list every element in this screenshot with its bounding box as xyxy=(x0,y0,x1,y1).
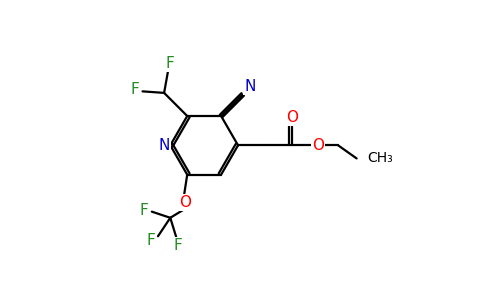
Text: O: O xyxy=(312,138,324,153)
Text: N: N xyxy=(158,138,170,153)
Text: O: O xyxy=(179,195,191,210)
Text: F: F xyxy=(165,56,174,71)
Text: CH₃: CH₃ xyxy=(367,152,393,165)
Text: F: F xyxy=(147,232,155,247)
Text: F: F xyxy=(140,202,149,217)
Text: F: F xyxy=(131,82,139,97)
Text: N: N xyxy=(245,79,256,94)
Text: O: O xyxy=(286,110,298,125)
Text: F: F xyxy=(174,238,182,253)
